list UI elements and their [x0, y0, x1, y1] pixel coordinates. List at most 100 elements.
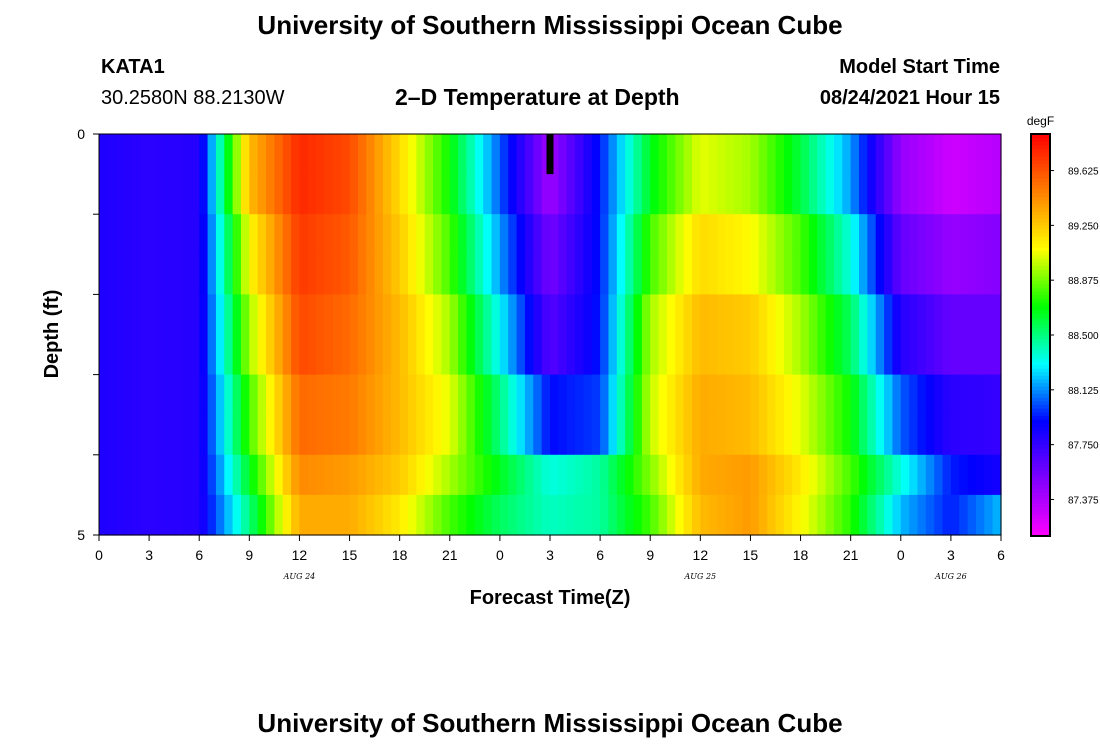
heatmap-cell — [341, 294, 351, 336]
heatmap-cell — [424, 374, 434, 416]
heatmap-cell — [174, 294, 184, 336]
heatmap-cell — [742, 414, 752, 456]
heatmap-cell — [316, 374, 326, 416]
heatmap-cell — [867, 214, 877, 255]
heatmap-cell — [274, 414, 284, 456]
heatmap-cell — [174, 414, 184, 456]
heatmap-cell — [708, 174, 718, 215]
heatmap-cell — [800, 174, 810, 215]
heatmap-cell — [591, 214, 601, 255]
heatmap-cell — [215, 494, 225, 536]
heatmap-cell — [583, 294, 593, 336]
heatmap-cell — [750, 374, 760, 416]
colorbar-segment — [1031, 532, 1050, 537]
heatmap-cell — [833, 254, 843, 295]
heatmap-cell — [641, 454, 651, 496]
heatmap-cell — [550, 134, 559, 175]
heatmap-cell — [850, 454, 860, 496]
heatmap-cell — [357, 454, 367, 496]
heatmap-cell — [717, 334, 726, 376]
heatmap-cell — [725, 334, 735, 376]
heatmap-cell — [767, 494, 777, 536]
heatmap-cell — [357, 214, 367, 255]
heatmap-cell — [416, 254, 426, 295]
heatmap-cell — [499, 134, 509, 175]
heatmap-cell — [550, 294, 559, 336]
x-tick-label: 18 — [793, 547, 809, 563]
heatmap-cell — [182, 134, 192, 175]
heatmap-cell — [616, 134, 626, 175]
heatmap-cell — [524, 374, 534, 416]
heatmap-cell — [691, 414, 701, 456]
heatmap-cell — [533, 494, 543, 536]
heatmap-cell — [508, 494, 518, 536]
heatmap-cell — [666, 454, 676, 496]
heatmap-cell — [207, 454, 217, 496]
heatmap-cell — [324, 254, 334, 295]
heatmap-cell — [249, 134, 259, 175]
heatmap-cell — [441, 294, 451, 336]
heatmap-cell — [424, 294, 434, 336]
heatmap-cell — [909, 374, 919, 416]
heatmap-cell — [266, 454, 275, 496]
heatmap-cell — [733, 414, 743, 456]
heatmap-cell — [449, 254, 459, 295]
heatmap-cell — [99, 294, 108, 336]
heatmap-cell — [165, 334, 175, 376]
heatmap-cell — [967, 254, 977, 295]
colorbar-segment — [1031, 506, 1050, 512]
heatmap-cell — [483, 294, 493, 336]
heatmap-cell — [792, 134, 802, 175]
heatmap-cell — [600, 134, 610, 175]
heatmap-cell — [433, 214, 443, 255]
heatmap-cell — [909, 294, 919, 336]
heatmap-cell — [959, 214, 969, 255]
heatmap-cell — [658, 494, 668, 536]
colorbar-segment — [1031, 283, 1050, 289]
heatmap-cell — [391, 374, 401, 416]
colorbar-segment — [1031, 302, 1050, 307]
heatmap-cell — [884, 134, 894, 175]
heatmap-cell — [107, 134, 117, 175]
colorbar-segment — [1031, 473, 1050, 479]
heatmap-cell — [967, 214, 977, 255]
heatmap-cell — [550, 254, 559, 295]
heatmap-cell — [666, 294, 676, 336]
heatmap-cell — [700, 254, 710, 295]
heatmap-cell — [808, 334, 818, 376]
heatmap-cell — [608, 454, 618, 496]
heatmap-cell — [282, 174, 292, 215]
heatmap-cell — [750, 294, 760, 336]
heatmap-cell — [416, 374, 426, 416]
heatmap-cell — [942, 254, 952, 295]
colorbar-segment — [1031, 378, 1050, 384]
heatmap-cell — [608, 494, 618, 536]
heatmap-cell — [641, 374, 651, 416]
heatmap-cell — [633, 414, 643, 456]
heatmap-cell — [934, 254, 944, 295]
heatmap-cell — [408, 494, 417, 536]
heatmap-cell — [524, 494, 534, 536]
heatmap-cell — [808, 374, 818, 416]
heatmap-cell — [149, 134, 159, 175]
heatmap-cell — [650, 134, 660, 175]
heatmap-cell — [115, 374, 125, 416]
heatmap-cell — [917, 214, 927, 255]
heatmap-cell — [884, 294, 894, 336]
heatmap-cell — [758, 134, 768, 175]
heatmap-cell — [767, 374, 777, 416]
x-tick-label: 6 — [997, 547, 1005, 563]
heatmap-cell — [324, 134, 334, 175]
heatmap-cell — [391, 214, 401, 255]
heatmap-cell — [291, 414, 301, 456]
heatmap-cell — [491, 334, 501, 376]
heatmap-cell — [399, 174, 409, 215]
heatmap-cell — [332, 374, 342, 416]
heatmap-cell — [892, 334, 902, 376]
heatmap-cell — [800, 254, 810, 295]
heatmap-cell — [625, 174, 635, 215]
heatmap-cell — [591, 134, 601, 175]
colorbar-segment — [1031, 174, 1050, 179]
heatmap-cell — [416, 454, 426, 496]
heatmap-cell — [458, 174, 468, 215]
